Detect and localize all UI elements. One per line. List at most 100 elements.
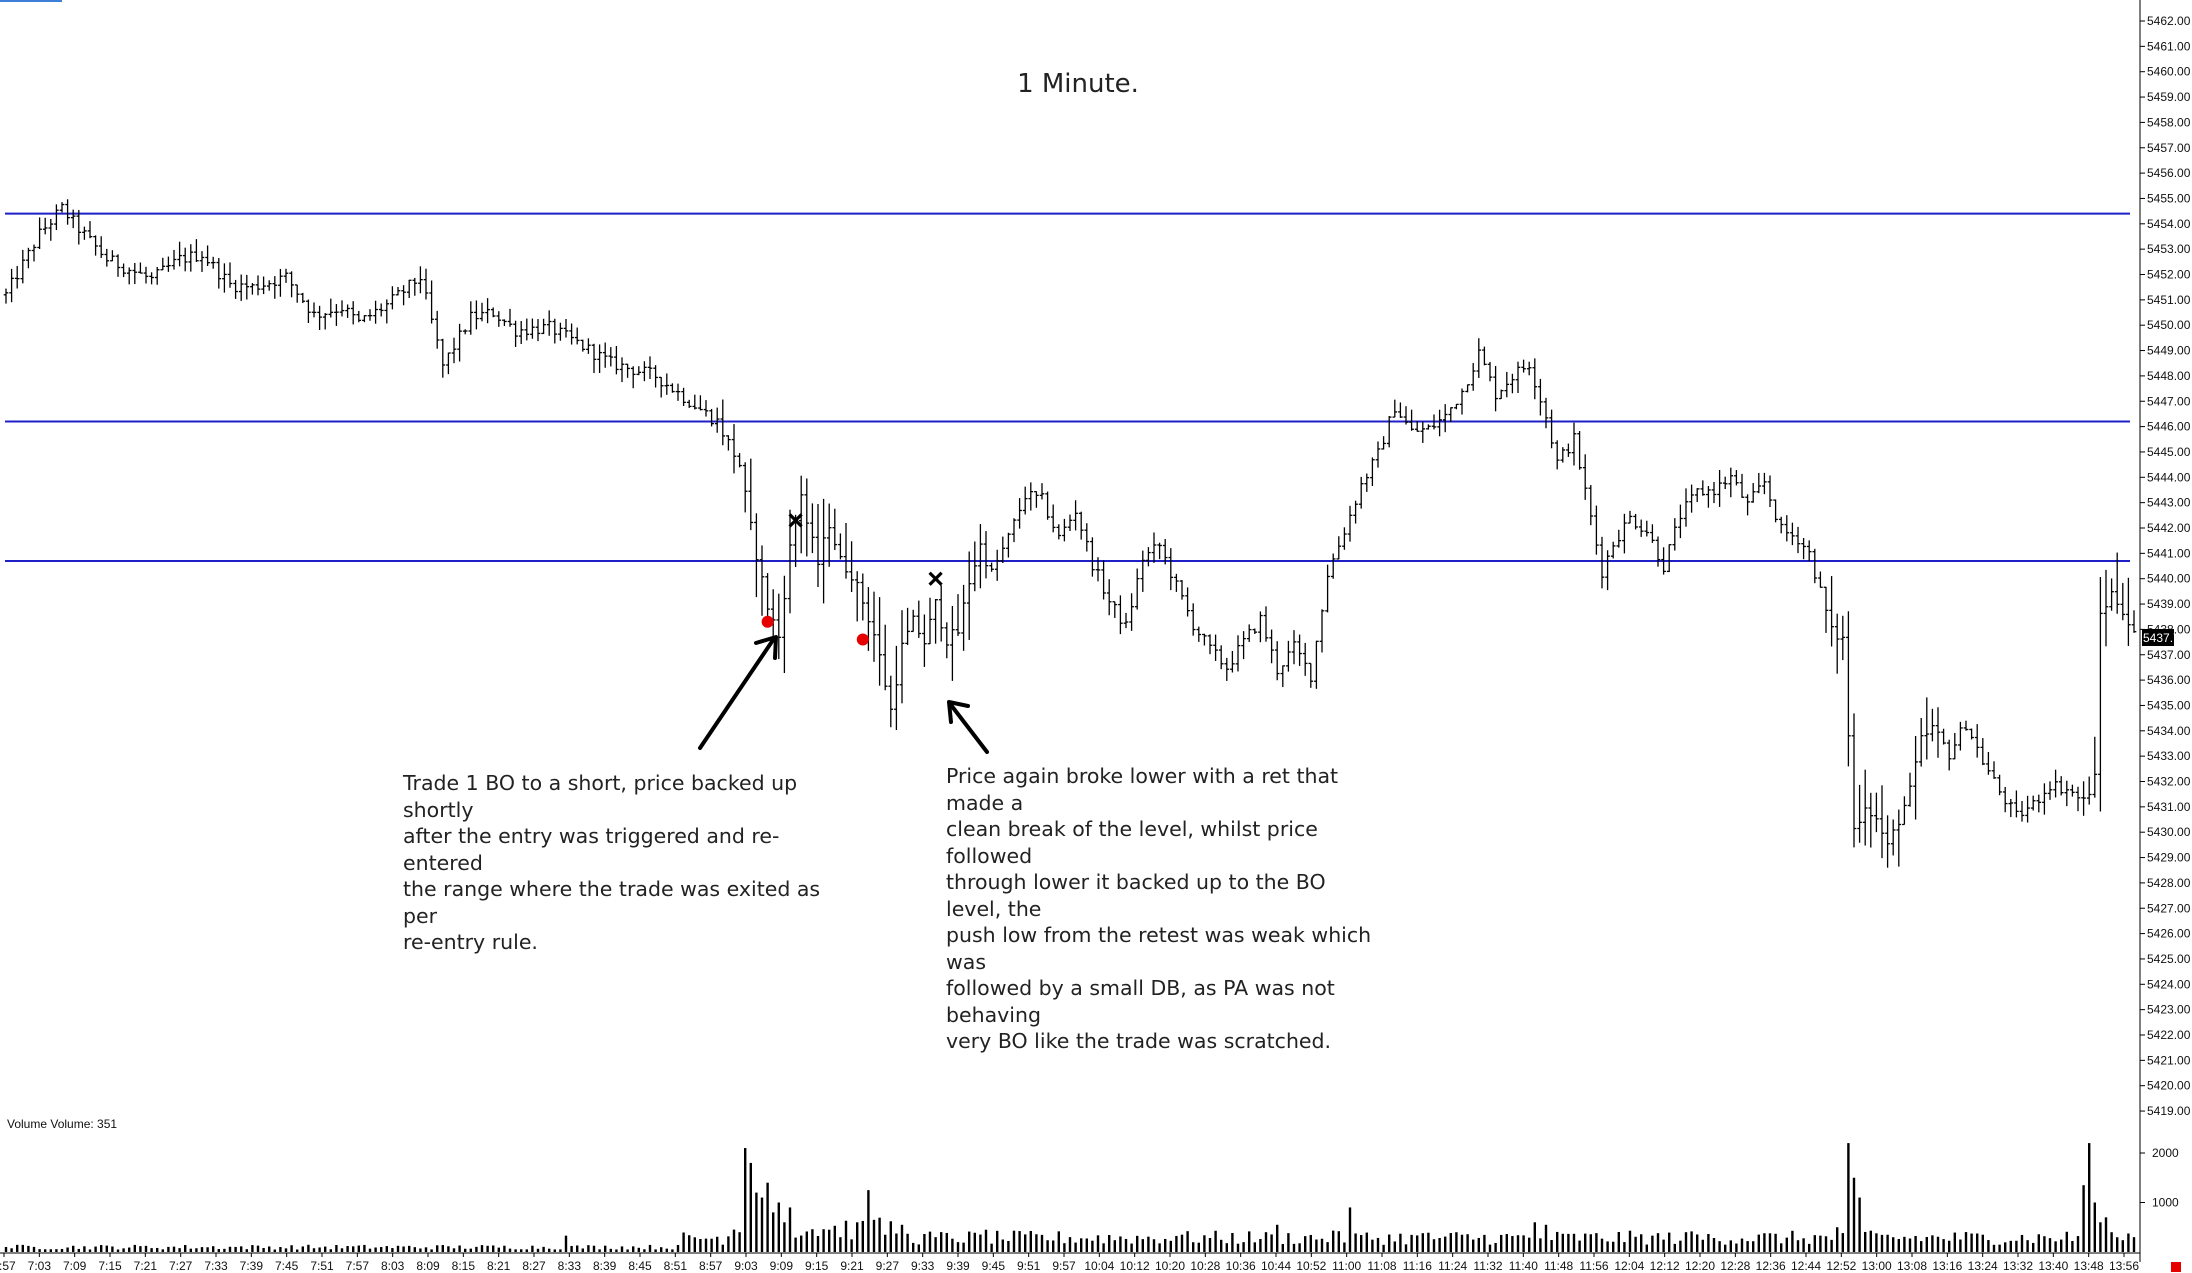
volume-bar (1931, 1235, 1934, 1252)
volume-bar (1785, 1237, 1788, 1252)
price-tick-label: 5462.00 (2147, 14, 2191, 28)
price-bar (681, 387, 686, 406)
price-bar (110, 250, 115, 262)
volume-bar (212, 1246, 215, 1252)
price-bar (1398, 402, 1403, 418)
volume-axis: 1000 2000 (2140, 1146, 2179, 1210)
volume-bar (1180, 1234, 1184, 1252)
time-tick-label: 7:51 (310, 1259, 334, 1273)
volume-bar (475, 1246, 478, 1252)
price-axis[interactable]: 5462.00 5461.00 5460.00 5459.00 5458.00 5457.… (2139, 0, 2191, 1262)
time-tick-label: 10:12 (1120, 1259, 1150, 1273)
volume-bar (1875, 1233, 1878, 1252)
volume-bar (1007, 1241, 1010, 1252)
time-axis[interactable]: 6:57 7:03 7:09 7:15 7:21 7:27 7:33 7:39 7:45 7:51… (0, 1252, 2140, 1273)
volume-bar (951, 1238, 954, 1252)
volume-bar (1376, 1237, 1380, 1252)
time-tick-label: 9:45 (982, 1259, 1006, 1273)
price-bar (1986, 752, 1991, 775)
time-tick-label: 8:21 (487, 1259, 511, 1273)
volume-bar (900, 1224, 904, 1252)
volume-bar (1673, 1243, 1676, 1252)
price-bar (104, 248, 110, 267)
volume-bar (945, 1232, 948, 1252)
current-price-label: 5437.75 (2143, 631, 2187, 645)
price-bar (1358, 476, 1364, 509)
price-bar (580, 339, 586, 352)
price-bar (1706, 486, 1711, 508)
exit-cross-stroke (788, 513, 803, 528)
volume-bar (878, 1217, 881, 1252)
price-bar (1291, 630, 1297, 665)
corner-tab[interactable] (0, 0, 62, 2)
price-bar (1834, 613, 1840, 674)
price-bar (1812, 548, 1818, 584)
price-bar (1941, 728, 1946, 745)
volume-bar (1539, 1238, 1542, 1252)
price-bar (278, 268, 283, 297)
volume-bar (492, 1245, 495, 1252)
volume-bar (374, 1247, 377, 1252)
price-bar (1599, 536, 1605, 589)
price-bar (597, 344, 602, 373)
volume-bar (682, 1232, 685, 1252)
price-bar (1414, 420, 1420, 432)
price-bar (1140, 550, 1146, 592)
volume-bar (1052, 1240, 1055, 1252)
price-tick-label: 5422.00 (2147, 1028, 2191, 1042)
volume-bar (1964, 1232, 1968, 1252)
price-tick-label: 5437.00 (2147, 648, 2191, 662)
price-bar (1381, 436, 1386, 450)
volume-bar (1203, 1235, 1206, 1252)
volume-bar (1533, 1222, 1536, 1252)
price-bar (272, 276, 278, 299)
volume-bar (1399, 1233, 1402, 1252)
volume-bar (1768, 1233, 1772, 1252)
price-bar (586, 338, 591, 354)
price-bar (804, 478, 810, 557)
volume-bar (296, 1249, 299, 1252)
price-bar (2070, 784, 2075, 797)
price-bar (1622, 513, 1627, 554)
price-bar (1868, 792, 1874, 848)
price-bar (490, 307, 496, 318)
price-bar (703, 400, 709, 417)
volume-bar (1472, 1239, 1475, 1252)
price-bar (1857, 784, 1862, 843)
price-bar (65, 199, 70, 225)
volume-bar (1152, 1239, 1156, 1252)
volume-bar (1780, 1243, 1783, 1252)
volume-bar (1298, 1243, 1301, 1252)
price-bar (1106, 579, 1112, 616)
time-tick-label: 13:16 (1932, 1259, 1962, 1273)
price-bar (1123, 612, 1129, 629)
price-bar (574, 327, 580, 345)
price-bar (59, 202, 65, 213)
volume-bar (1024, 1234, 1027, 1252)
price-bar (1263, 606, 1269, 642)
volume-bar (867, 1190, 870, 1252)
volume-bar (1309, 1234, 1312, 1252)
volume-bar (100, 1245, 103, 1252)
volume-bar (1740, 1238, 1744, 1252)
volume-bar (1623, 1242, 1626, 1252)
volume-bar (564, 1235, 568, 1252)
volume-bar (1701, 1239, 1704, 1252)
price-bar (1174, 573, 1179, 592)
price-bar (317, 305, 322, 331)
corner-marker[interactable] (2171, 1262, 2181, 1272)
volume-bar (55, 1249, 58, 1252)
volume-bar (1141, 1239, 1144, 1252)
price-tick-label: 5453.00 (2147, 242, 2191, 256)
price-bar (1515, 361, 1521, 393)
volume-bar (889, 1221, 892, 1252)
price-bar (1633, 513, 1638, 530)
price-bar (1801, 537, 1806, 560)
volume-bar (1500, 1234, 1503, 1252)
price-tick-label: 5432.00 (2147, 775, 2191, 789)
price-bar (882, 624, 888, 691)
volume-bar (324, 1246, 327, 1252)
horizontal-levels (5, 212, 2130, 562)
volume-bar (1606, 1241, 1609, 1252)
